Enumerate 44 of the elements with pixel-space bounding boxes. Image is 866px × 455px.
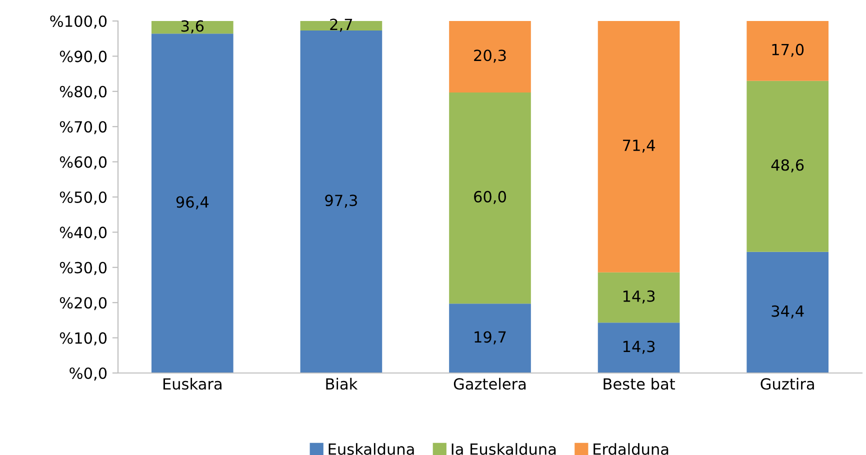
- y-tick-label: %0,0: [70, 367, 107, 381]
- bar: [449, 21, 531, 92]
- x-tick-label: Gaztelera: [454, 378, 526, 390]
- y-tick-label: %50,0: [60, 191, 107, 205]
- bar: [300, 30, 382, 373]
- data-label: 71,4: [623, 140, 655, 153]
- bar: [598, 272, 680, 323]
- y-tick-label: %100,0: [50, 15, 107, 29]
- data-label: 97,3: [325, 194, 357, 208]
- data-label: 96,4: [176, 196, 209, 210]
- data-label: 48,6: [771, 159, 804, 172]
- bar: [598, 21, 680, 272]
- y-tick-label: %40,0: [60, 226, 107, 240]
- legend-label: Euskalduna: [328, 443, 414, 455]
- bar: [746, 80, 829, 252]
- data-label: 2,7: [330, 18, 352, 32]
- x-tick-label: Beste bat: [604, 378, 675, 390]
- bar: [449, 304, 531, 373]
- legend-label: Ia Euskalduna: [452, 443, 556, 455]
- data-label: 34,4: [772, 305, 804, 318]
- data-label: 14,3: [623, 340, 655, 354]
- data-label: 19,7: [474, 331, 506, 344]
- bar: [746, 21, 829, 81]
- legend-label: Erdalduna: [594, 443, 668, 455]
- bar: [151, 34, 234, 373]
- y-tick-label: %80,0: [60, 86, 107, 99]
- y-tick-label: %60,0: [60, 156, 107, 170]
- y-tick-label: %10,0: [60, 332, 107, 346]
- data-label: 60,0: [474, 190, 506, 204]
- data-label: 20,3: [474, 50, 506, 63]
- bar: [746, 252, 829, 373]
- y-tick-label: %20,0: [60, 297, 107, 310]
- bar: [449, 92, 531, 304]
- bar: [151, 21, 234, 34]
- bar: [598, 322, 680, 373]
- y-tick-label: %90,0: [60, 50, 107, 64]
- data-label: 17,0: [772, 44, 804, 57]
- data-label: 14,3: [623, 290, 655, 304]
- data-label: 3,6: [181, 20, 204, 34]
- y-tick-label: %70,0: [60, 121, 107, 134]
- x-tick-label: Euskara: [163, 378, 222, 390]
- x-tick-label: Guztira: [760, 378, 814, 390]
- y-tick-label: %30,0: [60, 262, 107, 275]
- x-tick-label: Biak: [326, 378, 358, 390]
